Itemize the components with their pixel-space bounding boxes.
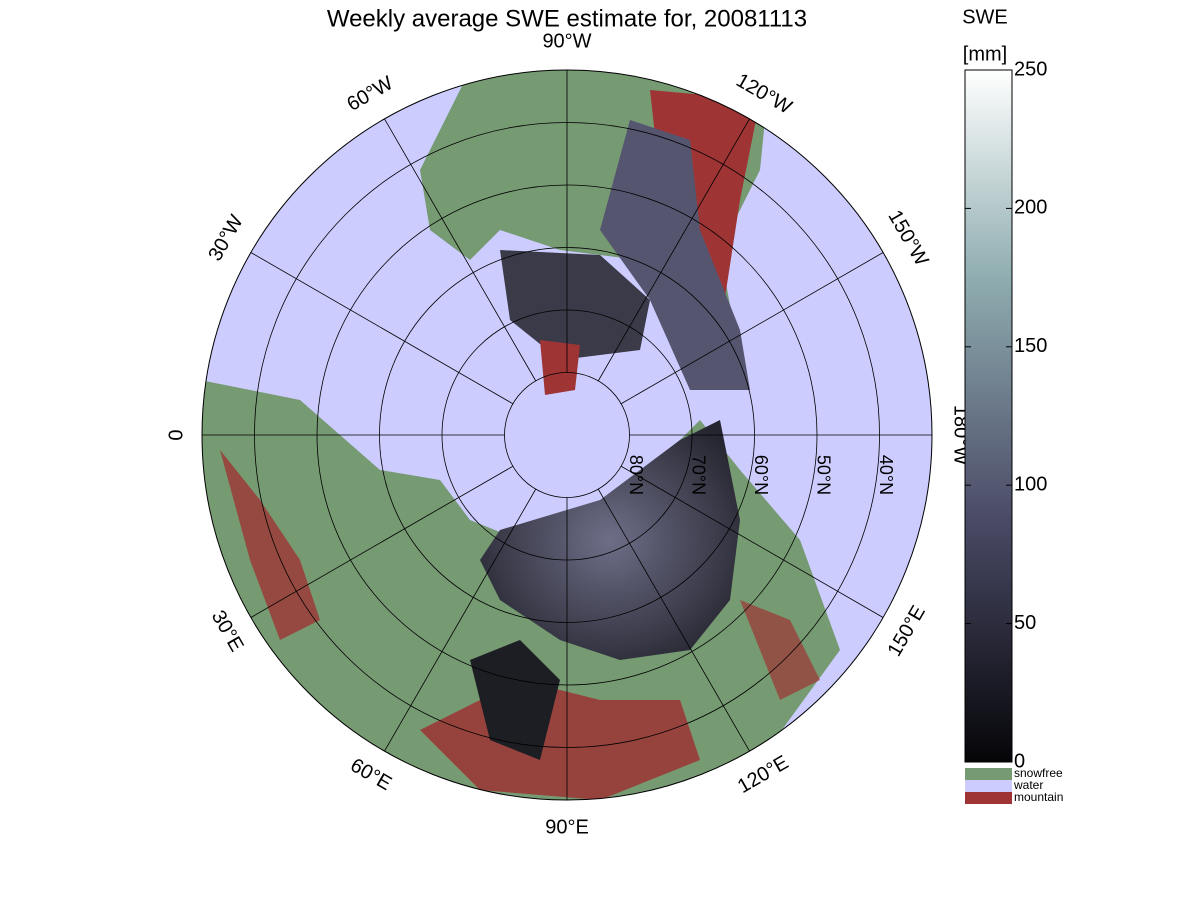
parallel-label: 80°N [626,455,646,495]
legend-swatch [965,768,1012,780]
colorbar-unit: [mm] [963,43,1007,65]
legend-swatch [965,780,1012,792]
meridian-label: 60°W [343,72,397,116]
meridian [597,118,750,382]
colorbar-tick-label: 250 [1014,58,1047,80]
snow-siberia [480,420,740,660]
snow-west [600,120,750,390]
meridian-label: 150°W [883,207,932,270]
snow-canada [500,250,650,360]
meridian-label: 30°E [207,607,248,656]
meridian-label: 120°W [732,69,795,118]
meridian [384,488,537,752]
colorbar [964,69,1013,763]
colorbar-tick-label: 200 [1014,197,1047,219]
meridian-label: 120°E [734,752,792,798]
meridian [250,465,514,618]
meridian [384,118,537,382]
parallel-label: 70°N [688,455,708,495]
colorbar-tick-label: 150 [1014,335,1047,357]
parallel-label: 50°N [813,455,833,495]
colorbar-tick-label: 100 [1014,473,1047,495]
colorbar-tick-label: 50 [1014,612,1036,634]
colorbar-title: SWE [962,6,1008,28]
map-title: Weekly average SWE estimate for, 2008111… [327,5,807,32]
meridian [250,252,514,405]
meridian-label: 30°W [204,211,248,265]
parallel-label: 60°N [751,455,771,495]
colorbar-tick-label: 0 [1014,750,1025,772]
legend-swatch [965,792,1012,804]
snow-mongolia [470,640,560,760]
legend-label: water [1013,778,1043,792]
meridian [620,465,884,618]
legend-label: mountain [1014,790,1063,804]
map-disc [202,70,932,800]
meridian-label: 90°E [545,816,589,838]
meridian [597,488,750,752]
meridian [620,252,884,405]
meridian-label: 90°W [542,30,591,52]
greenland-mountain [540,340,580,395]
meridian-label: 0 [164,429,186,440]
mountain-east [740,600,820,700]
meridian-label: 60°E [346,754,395,795]
legend-label: snowfree [1014,766,1063,780]
parallel-label: 40°N [876,455,896,495]
meridian-label: 150°E [884,602,930,660]
